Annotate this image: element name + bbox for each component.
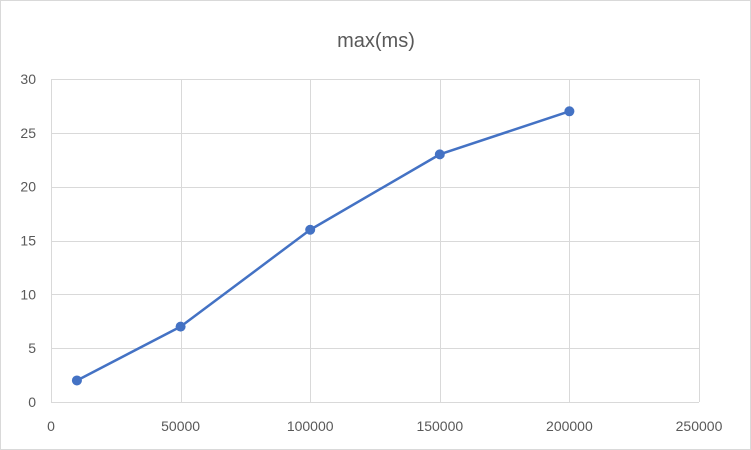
y-tick-label: 30 (20, 71, 36, 87)
data-point (71, 375, 82, 386)
data-point (175, 321, 186, 332)
data-point (434, 149, 445, 160)
x-tick-label: 0 (47, 418, 55, 434)
y-axis-tick-labels: 0 5 10 15 20 25 30 (20, 71, 36, 410)
data-point (305, 224, 316, 235)
x-tick-label: 250000 (676, 418, 723, 434)
chart-title: max(ms) (337, 30, 415, 52)
series-0 (71, 106, 575, 386)
y-tick-label: 10 (20, 286, 36, 302)
y-gridlines (51, 79, 699, 403)
data-point (564, 106, 575, 117)
y-tick-label: 25 (20, 125, 36, 141)
y-tick-label: 5 (28, 340, 36, 356)
series-layer (71, 106, 575, 386)
x-gridlines (51, 79, 700, 402)
x-tick-label: 150000 (416, 418, 463, 434)
y-tick-label: 0 (28, 394, 36, 410)
x-tick-label: 50000 (161, 418, 200, 434)
series-line (76, 110, 570, 382)
x-axis-tick-labels: 0 50000 100000 150000 200000 250000 (47, 418, 722, 434)
x-tick-label: 200000 (546, 418, 593, 434)
y-tick-label: 20 (20, 179, 36, 195)
y-tick-label: 15 (20, 233, 36, 249)
x-tick-label: 100000 (287, 418, 334, 434)
